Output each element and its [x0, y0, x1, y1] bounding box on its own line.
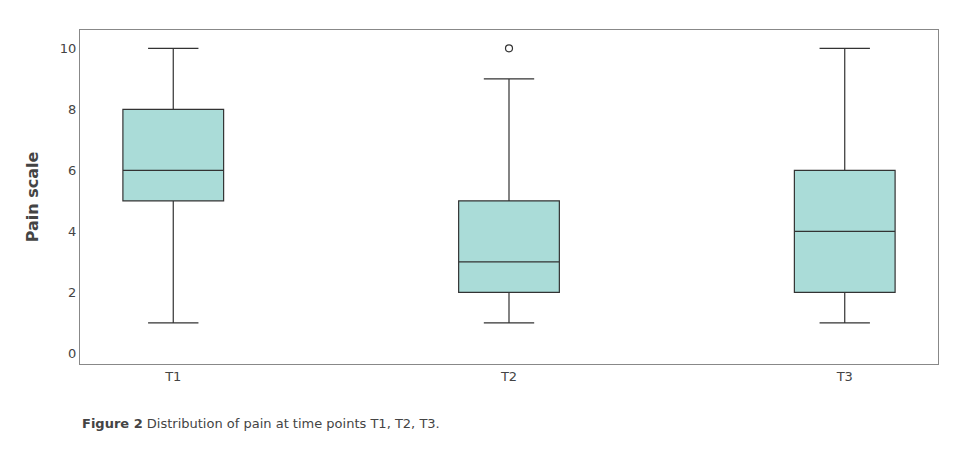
svg-text:Pain scale: Pain scale	[23, 152, 42, 243]
svg-text:4: 4	[68, 224, 76, 239]
svg-text:T1: T1	[164, 369, 181, 384]
svg-text:8: 8	[68, 102, 76, 117]
svg-text:2: 2	[68, 285, 76, 300]
svg-text:10: 10	[60, 41, 77, 56]
svg-text:6: 6	[68, 163, 76, 178]
svg-text:Figure 2 Distribution of pain: Figure 2 Distribution of pain at time po…	[82, 416, 440, 431]
svg-text:T2: T2	[500, 369, 517, 384]
svg-text:T3: T3	[836, 369, 853, 384]
svg-text:0: 0	[68, 346, 76, 361]
